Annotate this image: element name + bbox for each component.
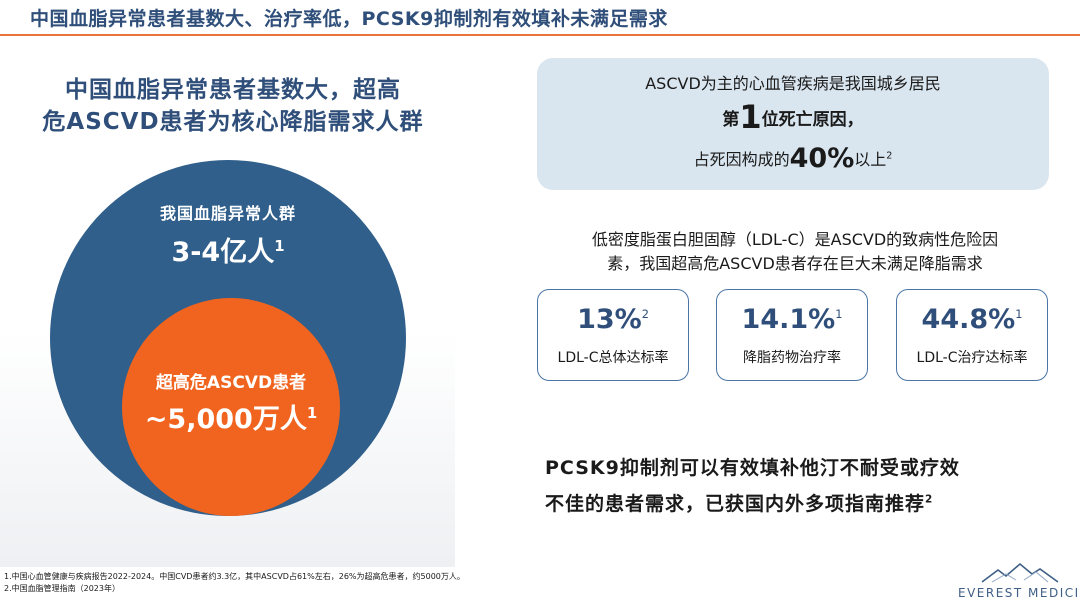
stat-footnote: 1 xyxy=(835,307,843,321)
conclusion-line1: PCSK9抑制剂可以有效填补他汀不耐受或疗效 xyxy=(545,457,960,479)
conclusion-text: PCSK9抑制剂可以有效填补他汀不耐受或疗效 不佳的患者需求，已获国内外多项指南… xyxy=(545,450,1045,522)
mountain-logo-icon xyxy=(981,562,1059,583)
info-rank-number: 1 xyxy=(739,98,762,136)
info-line3-pre: 占死因构成的 xyxy=(693,150,790,169)
outer-value-footnote: 1 xyxy=(274,237,285,255)
mortality-info-box xyxy=(537,58,1049,190)
info-footnote: 2 xyxy=(886,150,893,162)
stat-label: LDL-C治疗达标率 xyxy=(916,350,1028,366)
info-line2: 第1位死亡原因， xyxy=(537,98,1049,136)
inner-circle-label: 超高危ASCVD患者 xyxy=(155,373,307,393)
left-heading: 中国血脂异常患者基数大，超高 危ASCVD患者为核心降脂需求人群 xyxy=(38,74,428,138)
inner-population-circle xyxy=(122,298,340,516)
inner-circle-value: ~5,000万人1 xyxy=(122,397,340,436)
info-percentage: 40% xyxy=(789,143,855,174)
stat-footnote: 2 xyxy=(641,307,649,321)
stat-value: 14.1%1 xyxy=(717,304,867,335)
footnotes: 1.中国心血管健康与疾病报告2022-2024。中国CVD患者约3.3亿，其中A… xyxy=(4,571,465,595)
stat-card-overall-target-rate: 13%2 LDL-C总体达标率 xyxy=(537,289,689,381)
page-title: 中国血脂异常患者基数大、治疗率低，PCSK9抑制剂有效填补未满足需求 xyxy=(30,8,668,30)
outer-circle-value: 3-4亿人1 xyxy=(50,230,406,269)
stat-number: 14.1% xyxy=(741,304,836,335)
info-line2-post: 位死亡原因， xyxy=(761,110,864,130)
ldl-description-line2: 素，我国超高危ASCVD患者存在巨大未满足降脂需求 xyxy=(607,254,983,273)
stat-footnote: 1 xyxy=(1015,307,1023,321)
info-line1: ASCVD为主的心血管疾病是我国城乡居民 xyxy=(645,74,941,93)
outer-circle-label: 我国血脂异常人群 xyxy=(159,204,296,223)
outer-value-text: 3-4亿人 xyxy=(171,237,275,268)
stat-card-treated-target-rate: 44.8%1 LDL-C治疗达标率 xyxy=(896,289,1048,381)
info-line3: 占死因构成的40%以上2 xyxy=(537,143,1049,174)
footnote-2: 2.中国血脂管理指南（2023年） xyxy=(4,584,120,593)
conclusion-footnote: 2 xyxy=(925,493,934,506)
footnote-1: 1.中国心血管健康与疾病报告2022-2024。中国CVD患者约3.3亿，其中A… xyxy=(4,572,465,581)
info-line3-post: 以上 xyxy=(854,150,887,169)
stat-card-treatment-rate: 14.1%1 降脂药物治疗率 xyxy=(716,289,868,381)
conclusion-line2-text: 不佳的患者需求，已获国内外多项指南推荐 xyxy=(545,493,926,515)
left-heading-line2: 危ASCVD患者为核心降脂需求人群 xyxy=(42,109,424,135)
left-heading-line1: 中国血脂异常患者基数大，超高 xyxy=(65,77,401,103)
inner-value-footnote: 1 xyxy=(306,404,318,422)
ldl-description-line1: 低密度脂蛋白胆固醇（LDL-C）是ASCVD的致病性危险因 xyxy=(591,230,999,249)
stat-value: 44.8%1 xyxy=(897,304,1047,335)
stat-label: LDL-C总体达标率 xyxy=(557,350,669,366)
stat-number: 44.8% xyxy=(921,304,1016,335)
company-logo-text: EVEREST MEDICINES xyxy=(958,586,1080,600)
stat-value: 13%2 xyxy=(538,304,688,335)
info-line2-pre: 第 xyxy=(722,110,740,130)
ldl-description: 低密度脂蛋白胆固醇（LDL-C）是ASCVD的致病性危险因 素，我国超高危ASC… xyxy=(560,228,1030,276)
stat-label: 降脂药物治疗率 xyxy=(743,350,841,366)
title-divider xyxy=(0,34,1080,36)
conclusion-line2: 不佳的患者需求，已获国内外多项指南推荐2 xyxy=(545,486,1045,522)
stat-number: 13% xyxy=(577,304,642,335)
inner-value-text: ~5,000万人 xyxy=(144,404,307,435)
